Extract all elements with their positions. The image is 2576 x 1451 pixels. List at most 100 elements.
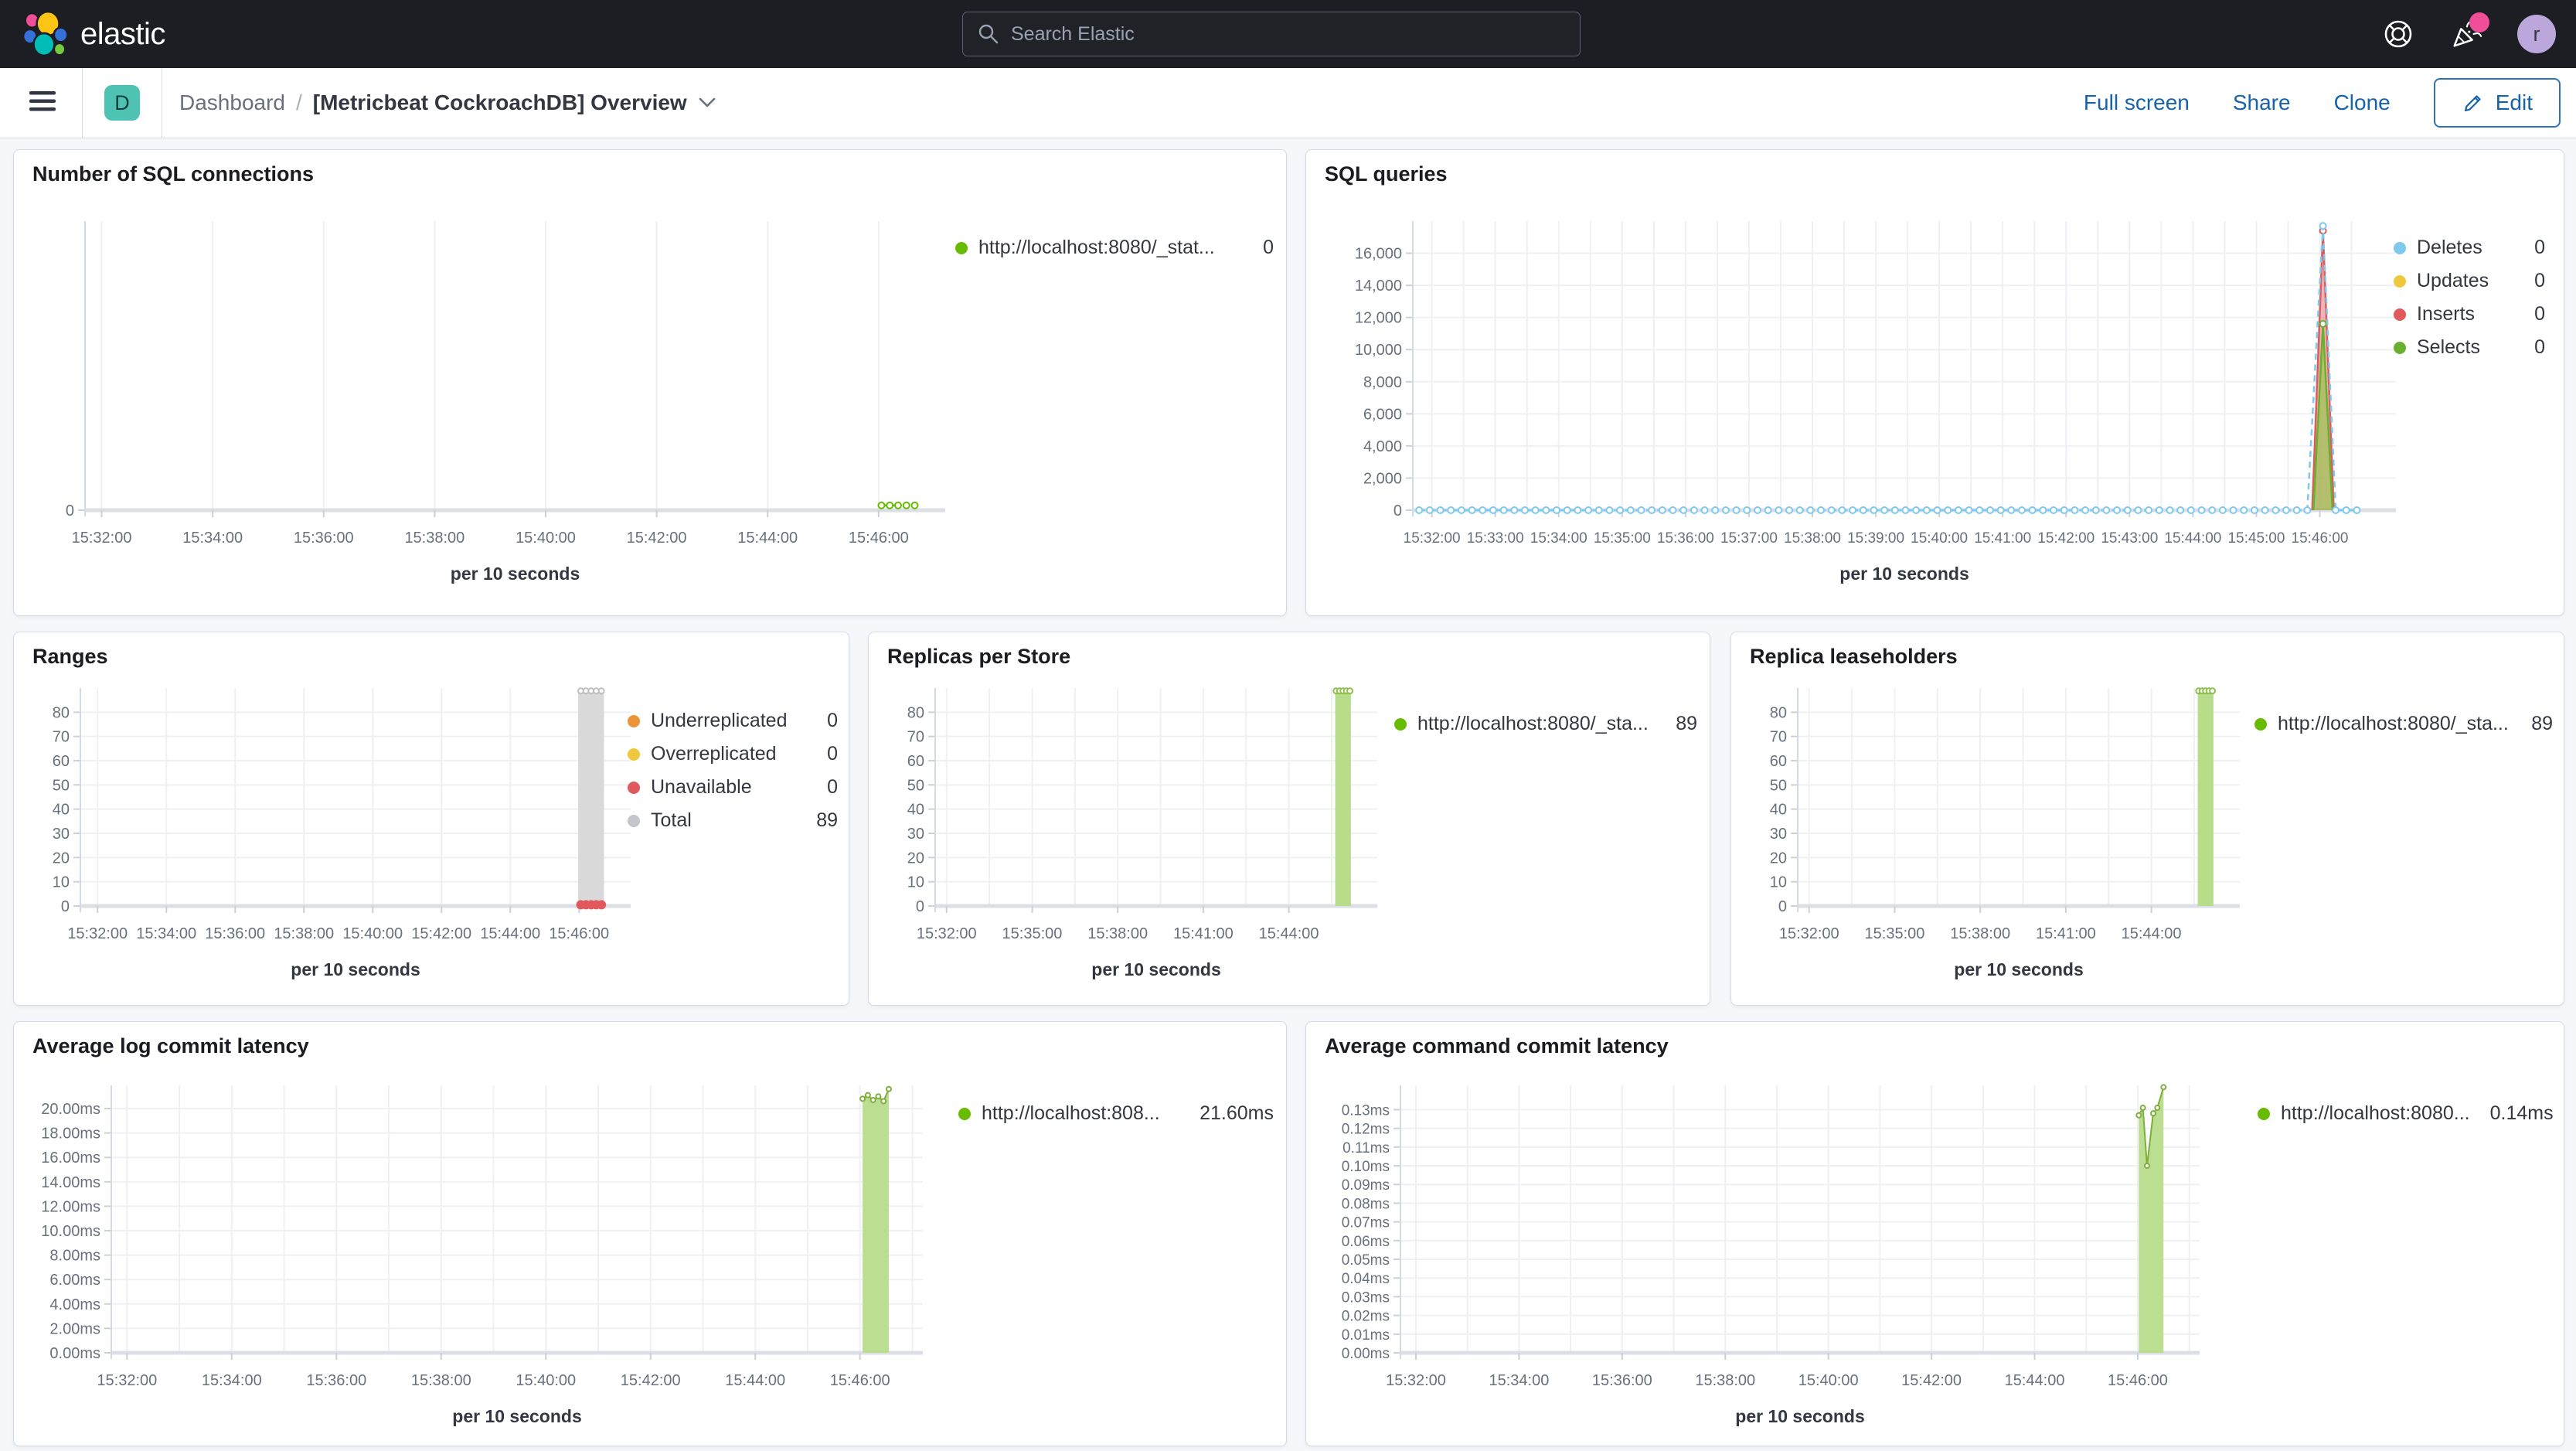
brand-name: elastic	[80, 16, 165, 51]
svg-text:15:42:00: 15:42:00	[621, 1372, 681, 1389]
svg-text:15:44:00: 15:44:00	[480, 925, 540, 942]
legend-dot-icon	[2394, 241, 2406, 254]
share-button[interactable]: Share	[2232, 90, 2291, 114]
legend-label: Deletes	[2417, 237, 2482, 258]
svg-text:15:38:00: 15:38:00	[1950, 925, 2010, 942]
svg-text:per 10 seconds: per 10 seconds	[1839, 564, 1969, 584]
svg-text:15:32:00: 15:32:00	[72, 530, 132, 547]
menu-button[interactable]	[28, 89, 57, 118]
svg-text:15:36:00: 15:36:00	[294, 530, 354, 547]
legend-label: http://localhost:808...	[982, 1102, 1160, 1124]
svg-text:per 10 seconds: per 10 seconds	[452, 1406, 581, 1426]
svg-text:8,000: 8,000	[1363, 374, 1402, 391]
legend-item[interactable]: http://localhost:8080/_sta... 89	[1394, 713, 1697, 735]
svg-text:0.11ms: 0.11ms	[1342, 1140, 1390, 1156]
legend-item[interactable]: Updates 0	[2394, 270, 2545, 292]
legend-item[interactable]: Deletes 0	[2394, 237, 2545, 259]
dashboard-header-bar: D Dashboard / [Metricbeat CockroachDB] O…	[0, 68, 2576, 138]
svg-text:15:38:00: 15:38:00	[1784, 530, 1841, 547]
avatar-initial: r	[2533, 22, 2540, 46]
svg-text:6,000: 6,000	[1363, 406, 1402, 423]
whats-new-button[interactable]	[2449, 12, 2489, 51]
svg-text:4,000: 4,000	[1363, 438, 1402, 455]
legend-item[interactable]: Overreplicated 0	[628, 743, 838, 765]
legend-dot-icon	[628, 814, 640, 827]
svg-text:15:44:00: 15:44:00	[2164, 530, 2221, 547]
svg-text:per 10 seconds: per 10 seconds	[1735, 1406, 1864, 1426]
user-avatar[interactable]: r	[2517, 15, 2556, 53]
svg-text:20: 20	[53, 850, 70, 867]
dashboard-app-badge[interactable]: D	[104, 85, 140, 121]
svg-text:15:41:00: 15:41:00	[1173, 925, 1234, 942]
panel-title[interactable]: Replicas per Store	[887, 645, 1071, 668]
legend-value: 0	[827, 710, 838, 731]
svg-text:2.00ms: 2.00ms	[49, 1320, 100, 1337]
svg-text:15:40:00: 15:40:00	[516, 530, 576, 547]
svg-text:15:40:00: 15:40:00	[1911, 530, 1968, 547]
chart-legend: http://localhost:8080... 0.14ms	[2258, 1102, 2554, 1136]
svg-text:10.00ms: 10.00ms	[41, 1223, 100, 1240]
legend-item[interactable]: http://localhost:8080/_stat... 0	[955, 237, 1274, 259]
svg-text:15:44:00: 15:44:00	[725, 1372, 785, 1389]
chevron-down-icon[interactable]	[698, 97, 716, 109]
svg-text:15:45:00: 15:45:00	[2227, 530, 2285, 547]
legend-value: 0	[827, 743, 838, 765]
svg-text:per 10 seconds: per 10 seconds	[451, 564, 580, 584]
panel-title[interactable]: Replica leaseholders	[1750, 645, 1958, 668]
life-ring-icon	[2384, 20, 2412, 48]
clone-button[interactable]: Clone	[2333, 90, 2391, 114]
legend-label: http://localhost:8080/_sta...	[1417, 713, 1649, 734]
legend-item[interactable]: Inserts 0	[2394, 303, 2545, 325]
legend-item[interactable]: http://localhost:808... 21.60ms	[958, 1102, 1274, 1125]
svg-text:0.05ms: 0.05ms	[1342, 1252, 1390, 1269]
svg-text:80: 80	[53, 704, 70, 721]
chart-number-of-sql-connections: 0 15:32:00 15:34:00 15:36:00 15:38:00 15:40:0…	[37, 198, 965, 597]
svg-text:15:32:00: 15:32:00	[67, 925, 128, 942]
pencil-icon	[2464, 95, 2481, 112]
legend-value: 0	[2534, 237, 2545, 258]
legend-value: 0	[2534, 303, 2545, 325]
chart-legend: http://localhost:8080/_sta... 89	[1394, 713, 1697, 746]
svg-text:15:35:00: 15:35:00	[1002, 925, 1063, 942]
svg-text:15:34:00: 15:34:00	[1530, 530, 1587, 547]
help-button[interactable]	[2381, 17, 2415, 51]
svg-text:15:44:00: 15:44:00	[737, 530, 798, 547]
legend-item[interactable]: Underreplicated 0	[628, 710, 838, 732]
legend-dot-icon	[628, 714, 640, 727]
legend-item[interactable]: http://localhost:8080... 0.14ms	[2258, 1102, 2554, 1125]
breadcrumb-dashboard-link[interactable]: Dashboard	[179, 90, 285, 114]
svg-text:0.00ms: 0.00ms	[1342, 1346, 1390, 1362]
svg-text:16.00ms: 16.00ms	[41, 1150, 100, 1167]
panel-average-log-commit-latency: Average log commit latency 0.00ms 2.00ms 4…	[13, 1021, 1287, 1446]
panel-title[interactable]: Average log commit latency	[32, 1034, 309, 1058]
chart-legend: http://localhost:8080/_stat... 0	[955, 237, 1274, 270]
svg-text:80: 80	[907, 704, 924, 721]
chart-sql-queries: 0 2,000 4,000 6,000 8,000 10,000 12,000 14,000 1…	[1322, 198, 2419, 597]
legend-dot-icon	[628, 781, 640, 794]
legend-value: 89	[816, 809, 838, 831]
breadcrumb: Dashboard / [Metricbeat CockroachDB] Ove…	[179, 90, 716, 115]
svg-text:0.12ms: 0.12ms	[1342, 1122, 1390, 1138]
legend-item[interactable]: Selects 0	[2394, 336, 2545, 359]
legend-item[interactable]: http://localhost:8080/_sta... 89	[2254, 713, 2553, 735]
panel-title[interactable]: Average command commit latency	[1325, 1034, 1669, 1058]
search-input[interactable]: Search Elastic	[962, 12, 1581, 56]
divider	[82, 68, 83, 138]
svg-text:per 10 seconds: per 10 seconds	[1091, 959, 1220, 979]
svg-text:8.00ms: 8.00ms	[49, 1248, 100, 1265]
legend-item[interactable]: Unavailable 0	[628, 776, 838, 799]
svg-text:50: 50	[1770, 777, 1787, 794]
panel-title[interactable]: Number of SQL connections	[32, 162, 315, 186]
panel-title[interactable]: Ranges	[32, 645, 108, 668]
svg-text:12.00ms: 12.00ms	[41, 1198, 100, 1215]
legend-label: Underreplicated	[651, 710, 788, 731]
edit-button[interactable]: Edit	[2433, 78, 2561, 128]
svg-text:15:38:00: 15:38:00	[1087, 925, 1148, 942]
full-screen-button[interactable]: Full screen	[2083, 90, 2190, 114]
elastic-logo[interactable]: elastic	[22, 10, 165, 58]
legend-item[interactable]: Total 89	[628, 809, 838, 832]
panel-title[interactable]: SQL queries	[1325, 162, 1448, 186]
svg-text:0: 0	[916, 898, 924, 915]
svg-text:15:38:00: 15:38:00	[411, 1372, 471, 1389]
svg-text:40: 40	[907, 802, 924, 819]
